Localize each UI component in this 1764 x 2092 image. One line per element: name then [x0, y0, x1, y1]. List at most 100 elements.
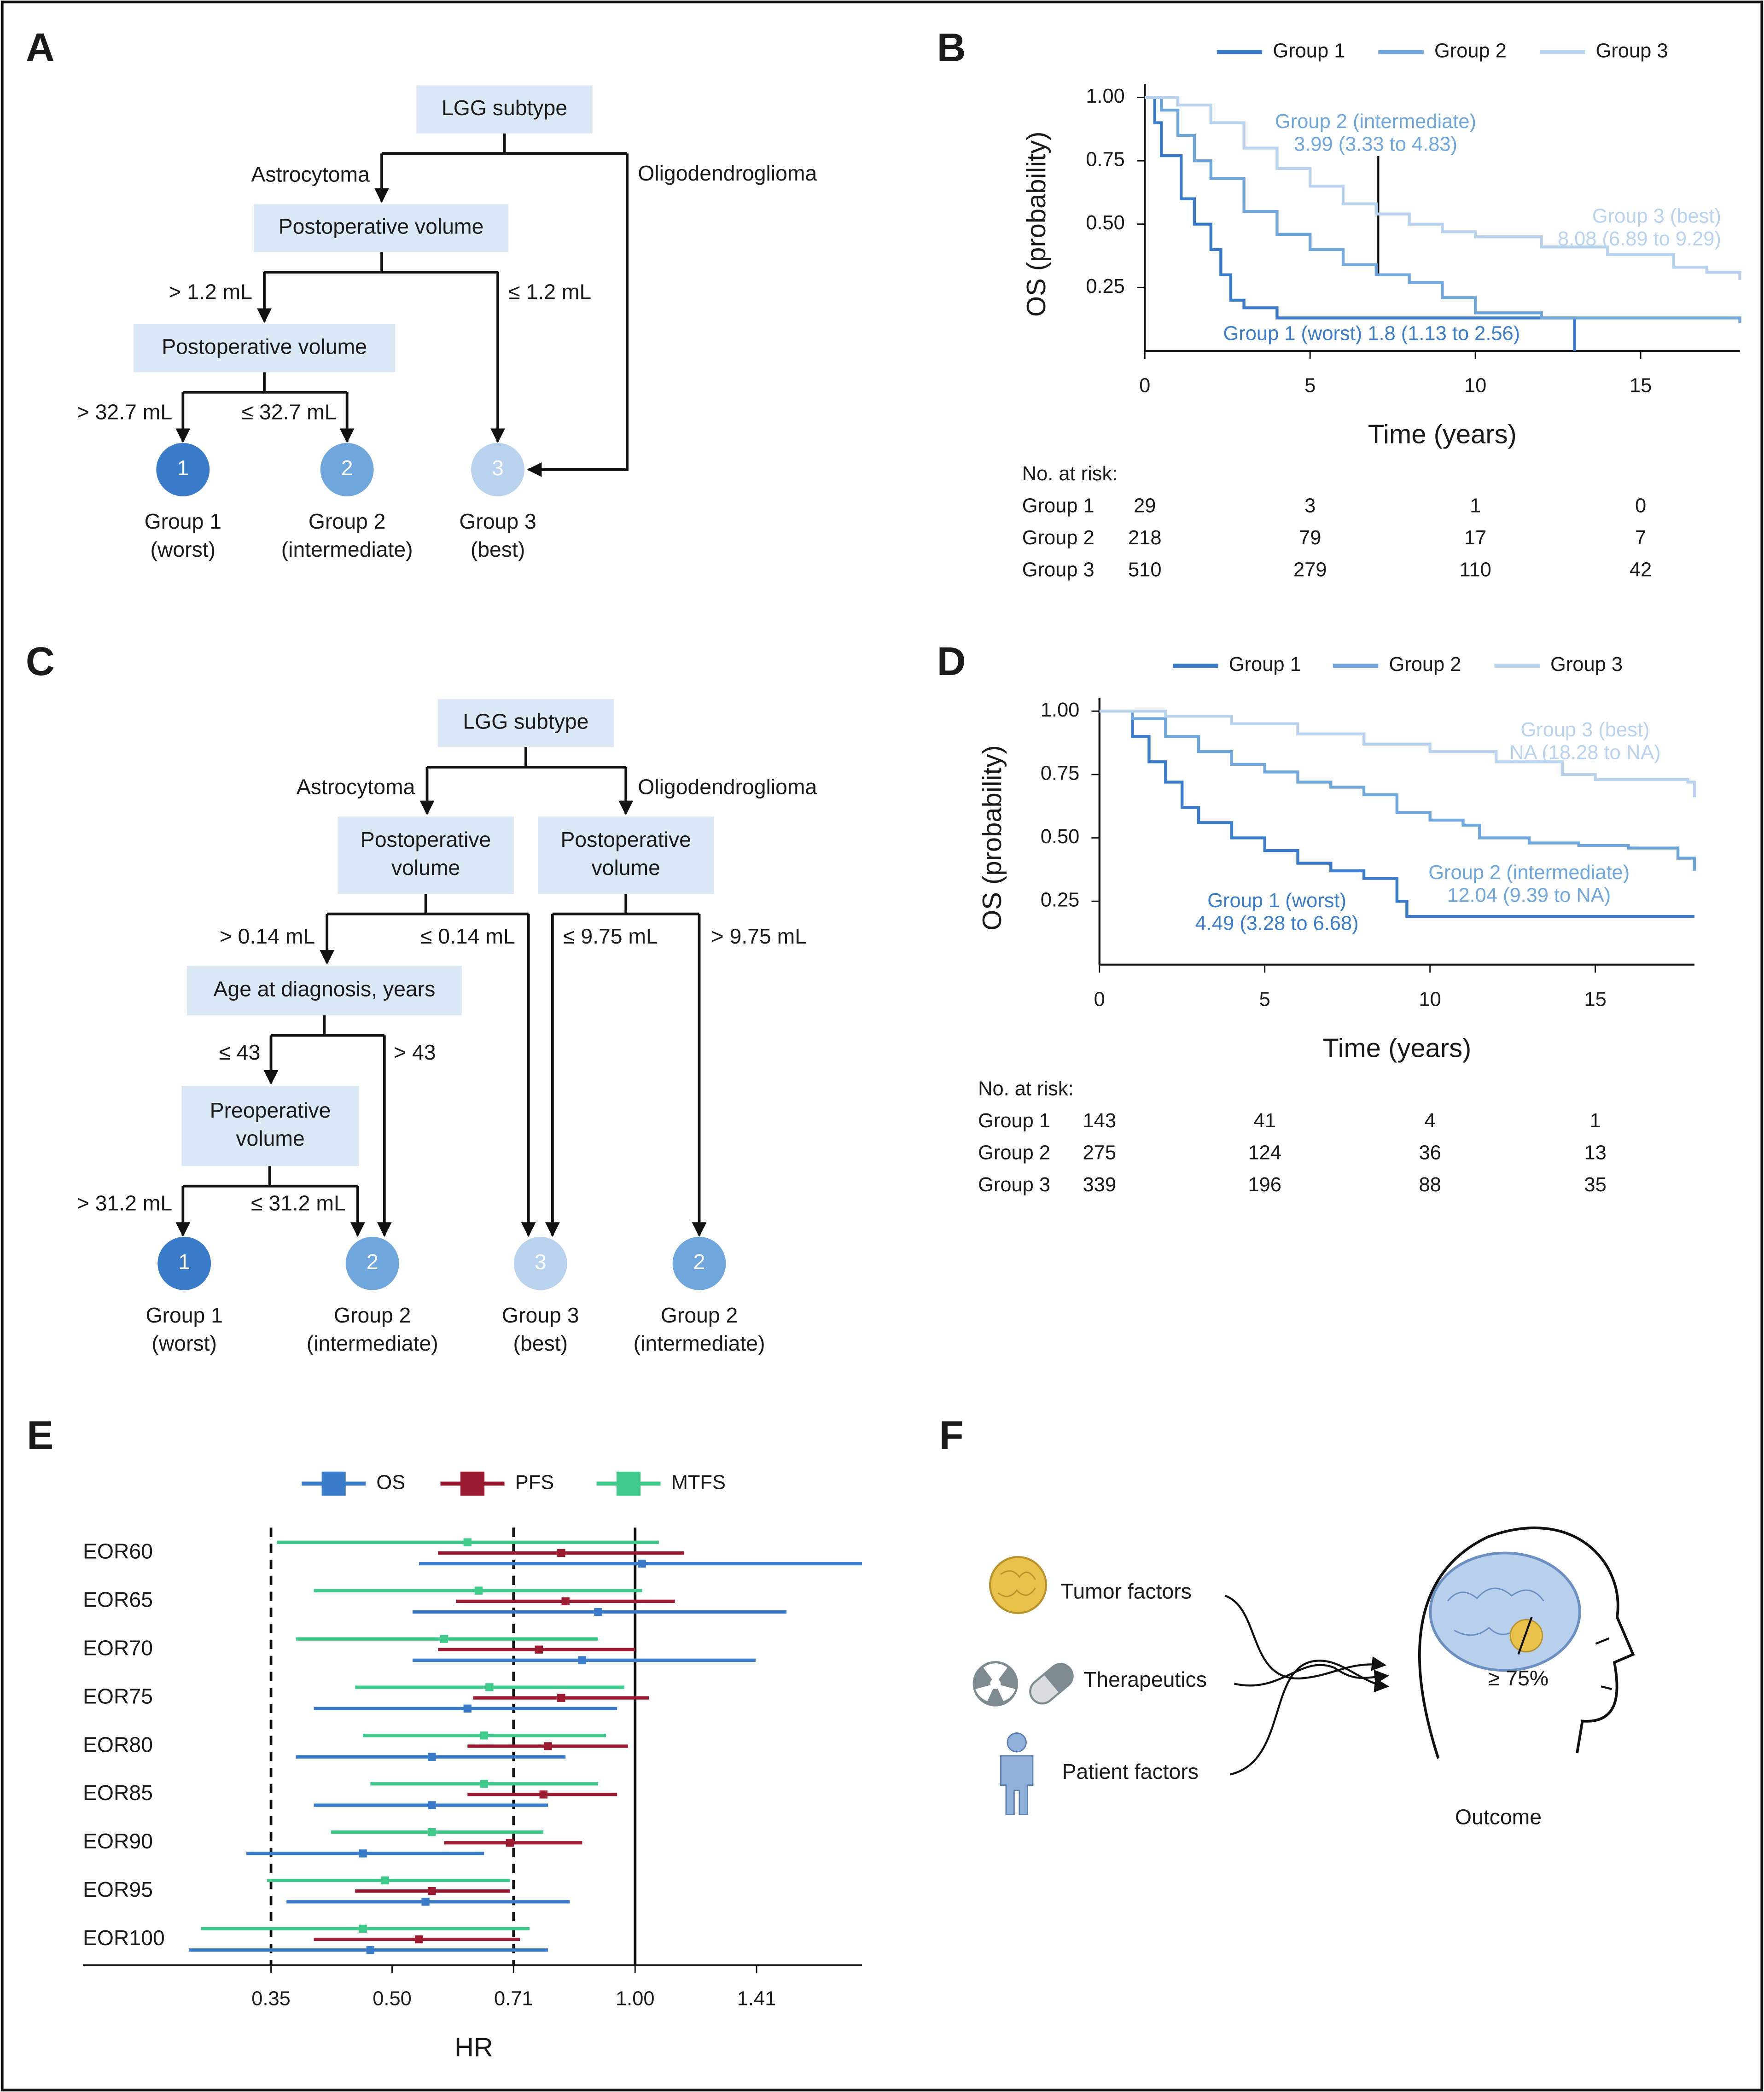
decision-box: [181, 1086, 359, 1166]
decision-label: LGG subtype: [463, 710, 588, 734]
annotation: Group 1 (worst): [1207, 890, 1346, 912]
radiation-blades: [975, 1663, 1016, 1702]
risk-count: 4: [1425, 1110, 1436, 1132]
point-estimate: [381, 1876, 389, 1885]
legend-label: Group 2: [1389, 653, 1461, 676]
x-tick-label: 5: [1259, 988, 1270, 1010]
row-label: EOR85: [83, 1781, 153, 1805]
row-label: EOR100: [83, 1926, 165, 1950]
x-tick-label: 0.35: [251, 1988, 291, 2010]
survival-curve: [1145, 96, 1741, 323]
branch-label: ≤ 0.14 mL: [420, 924, 515, 948]
legend-label: OS: [376, 1471, 405, 1493]
arrow: [1230, 1660, 1389, 1776]
annotation: Group 1 (worst) 1.8 (1.13 to 2.56): [1223, 323, 1520, 345]
pill-icon: [1029, 1663, 1074, 1705]
group-label: Group 3: [502, 1303, 579, 1327]
risk-count: 279: [1293, 559, 1327, 581]
legend-label: Group 1: [1273, 40, 1345, 62]
annotation: Group 2 (intermediate): [1275, 111, 1476, 133]
y-tick-label: 1.00: [1086, 85, 1125, 107]
risk-count: 110: [1460, 559, 1491, 581]
risk-row-name: Group 2: [1022, 527, 1094, 549]
group-note: (intermediate): [281, 537, 413, 561]
risk-count: 339: [1083, 1174, 1116, 1196]
y-axis-title: OS (probability): [1022, 132, 1051, 317]
risk-count: 29: [1134, 495, 1156, 517]
panel-label: F: [939, 1413, 964, 1457]
decision-label: volume: [592, 856, 660, 880]
person-head: [1007, 1732, 1027, 1753]
point-estimate: [359, 1849, 367, 1858]
pill-half: [1043, 1664, 1073, 1693]
point-estimate: [535, 1645, 543, 1654]
branch-label: Oligodendroglioma: [638, 775, 817, 799]
point-estimate: [421, 1898, 430, 1906]
survival-curve: [1099, 710, 1696, 798]
group-number: 2: [367, 1250, 378, 1274]
group-note: (worst): [151, 1331, 217, 1355]
branch-label: > 1.2 mL: [169, 280, 252, 304]
branch-label: > 32.7 mL: [77, 400, 172, 424]
point-estimate: [463, 1538, 472, 1546]
risk-row-name: Group 3: [1022, 559, 1094, 581]
decision-box: [134, 324, 395, 373]
group-circle: [672, 1236, 726, 1290]
group-circle: [471, 443, 525, 496]
point-estimate: [557, 1694, 565, 1702]
y-tick-label: 0.75: [1041, 762, 1080, 784]
point-estimate: [440, 1635, 448, 1643]
risk-row-name: Group 2: [978, 1142, 1050, 1164]
x-tick-label: 0.71: [494, 1988, 533, 2010]
decision-label: Postoperative: [561, 827, 691, 851]
group-note: (best): [513, 1331, 568, 1355]
group-circle: [156, 443, 210, 496]
x-tick-label: 0: [1139, 375, 1150, 397]
branch-label: ≤ 9.75 mL: [563, 924, 658, 948]
risk-count: 17: [1464, 527, 1486, 549]
point-estimate: [463, 1704, 472, 1713]
connector: [527, 153, 629, 477]
decision-box: [338, 816, 514, 894]
risk-count: 196: [1248, 1174, 1281, 1196]
row-label: EOR90: [83, 1829, 153, 1853]
panel-label: E: [27, 1413, 53, 1457]
legend-label: Group 3: [1596, 40, 1668, 62]
factor-label: Patient factors: [1062, 1760, 1199, 1783]
group-circle: [345, 1236, 399, 1290]
group-label: Group 2: [309, 509, 385, 533]
x-tick-label: 5: [1304, 375, 1316, 397]
branch-label: ≤ 31.2 mL: [251, 1191, 346, 1215]
point-estimate: [578, 1656, 587, 1665]
group-note: (intermediate): [634, 1331, 765, 1355]
legend-label: Group 2: [1434, 40, 1507, 62]
risk-count: 510: [1128, 559, 1161, 581]
legend-label: Group 1: [1229, 653, 1301, 676]
annotation: 12.04 (9.39 to NA): [1447, 884, 1611, 906]
legend-label: Group 3: [1550, 653, 1623, 676]
annotation: Group 3 (best): [1520, 719, 1649, 741]
branch-label: > 43: [394, 1040, 436, 1064]
y-tick-label: 0.25: [1086, 275, 1125, 297]
annotation: 3.99 (3.33 to 4.83): [1294, 133, 1457, 155]
y-axis-title: OS (probability): [978, 745, 1007, 930]
risk-count: 79: [1299, 527, 1321, 549]
annotation: Group 3 (best): [1592, 205, 1721, 227]
arrow: [1224, 1595, 1386, 1680]
survival-curve: [1145, 96, 1741, 280]
y-tick-label: 0.50: [1086, 212, 1125, 234]
annotation: Group 2 (intermediate): [1428, 862, 1630, 884]
x-axis-title: HR: [454, 2033, 493, 2063]
row-label: EOR80: [83, 1732, 153, 1756]
resection-label: ≥ 75%: [1488, 1666, 1549, 1690]
risk-count: 0: [1635, 495, 1646, 517]
point-estimate: [428, 1828, 436, 1836]
point-estimate: [415, 1935, 423, 1944]
decision-label: Preoperative: [210, 1098, 331, 1122]
tumor-texture: [997, 1570, 1036, 1597]
panel-label: C: [26, 639, 55, 684]
legend-marker: [321, 1471, 346, 1496]
brain: [1429, 1551, 1581, 1672]
row-label: EOR65: [83, 1588, 153, 1612]
